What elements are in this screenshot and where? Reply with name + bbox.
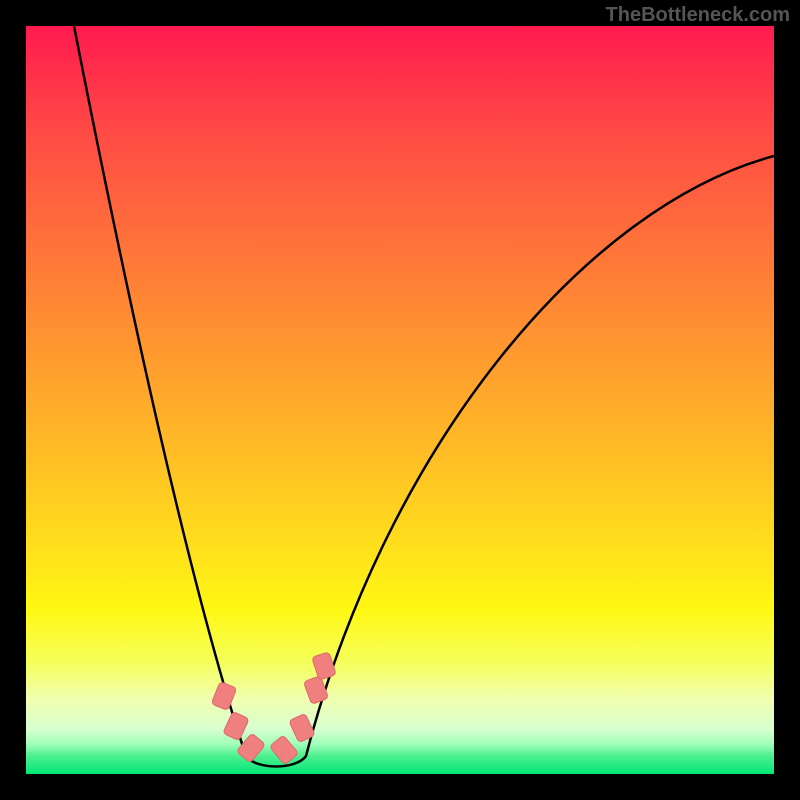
curve-marker bbox=[211, 682, 237, 711]
bottleneck-curve bbox=[74, 26, 774, 767]
curve-marker bbox=[303, 676, 328, 705]
plot-area bbox=[26, 26, 774, 774]
curve-marker bbox=[223, 711, 249, 740]
watermark: TheBottleneck.com bbox=[606, 4, 790, 27]
chart-svg bbox=[26, 26, 774, 774]
curve-marker bbox=[269, 735, 298, 765]
curve-marker bbox=[312, 652, 337, 680]
